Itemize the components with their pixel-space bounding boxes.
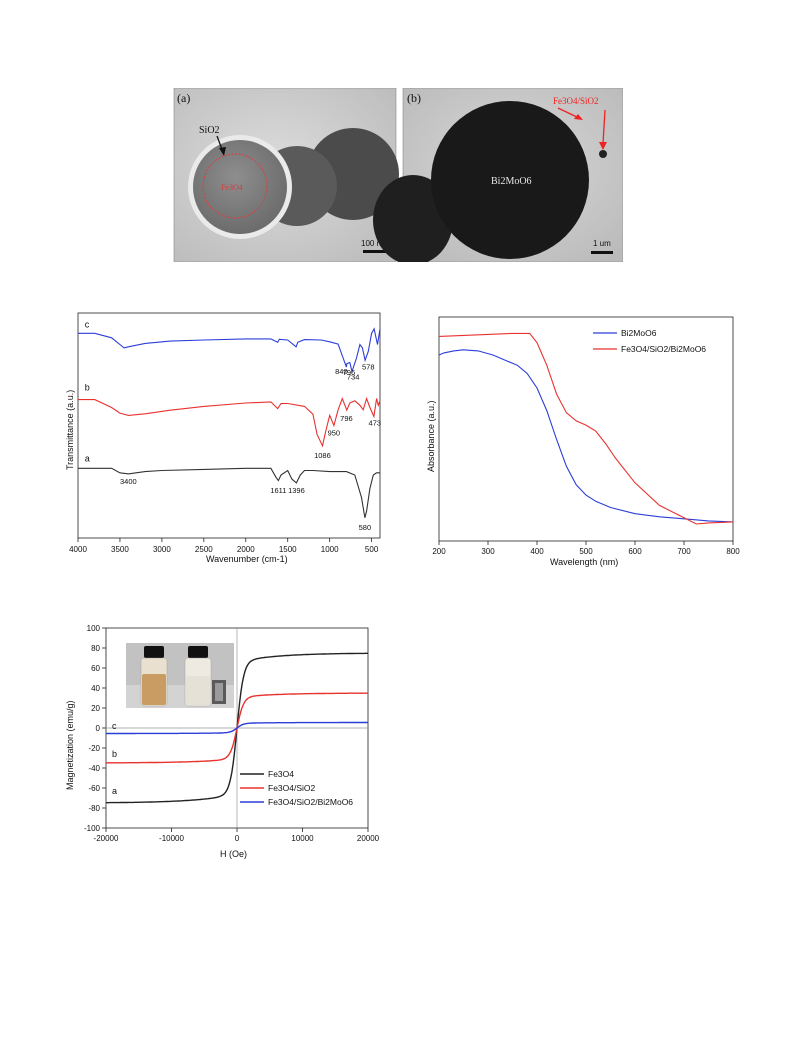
uvvis-series-1 [438,332,734,525]
tem-core-label: Fe3O4 [221,183,243,192]
mag-y-axis-label: Magnetization (emu/g) [65,700,75,790]
mag-x-tick-label-0: -20000 [94,834,119,843]
uvvis-series-0 [438,349,734,523]
uvvis-legend: Bi2MoO6 Fe3O4/SiO2/Bi2MoO6 [593,328,706,354]
mag-y-tick-label-6: 20 [91,704,100,713]
ftir-annotation-6: 578 [362,362,375,371]
uvvis-chart: 200 300 400 500 600 700 800 Bi2MoO6 Fe3O4/SiO2… [426,316,740,567]
vial-photo-inset [126,643,234,708]
mag-curve-label-c: c [112,721,117,731]
ftir-x-tick-label-2: 3000 [153,545,171,554]
ftir-annotation-0: c [85,320,90,330]
tem-attach-arrow-1 [557,107,580,119]
ftir-annotation-7: 950 [328,429,341,438]
tem-scale-label-b: 1 um [593,239,611,248]
uvvis-x-tick-label-6: 800 [726,547,740,556]
magnetization-chart: -20000 -10000 0 10000 20000 -100 -80 -60 -40 -20 0… [65,624,380,859]
ftir-annotation-11: 3400 [120,477,137,486]
ftir-annotation-4: 796 [343,368,356,377]
tem-scale-bar-a [363,250,388,253]
ftir-plot-frame [77,312,381,539]
ftir-series-a [78,467,380,518]
tem-panel-b [373,88,623,262]
mag-y-tick-label-3: -40 [88,764,100,773]
mag-legend-label-1: Fe3O4/SiO2 [268,783,316,793]
uvvis-legend-label-0: Bi2MoO6 [621,328,657,338]
ftir-x-tick-label-1: 3500 [111,545,129,554]
uvvis-legend-label-1: Fe3O4/SiO2/Bi2MoO6 [621,344,706,354]
ftir-x-tick-label-6: 1000 [321,545,339,554]
uvvis-x-tick-label-4: 600 [628,547,642,556]
mag-x-tick-label-1: -10000 [159,834,184,843]
tem-shell-label: SiO2 [199,125,220,136]
ftir-y-axis-label: Transmittance (a.u.) [65,390,75,470]
mag-curve-label-b: b [112,749,117,759]
ftir-annotation-9: 473 [369,419,382,428]
mag-y-tick-label-5: 0 [96,724,101,733]
mag-y-tick-label-8: 60 [91,664,100,673]
mag-y-tick-label-4: -20 [88,744,100,753]
mag-y-tick-label-7: 40 [91,684,100,693]
ftir-series-b [78,396,381,448]
tem-panel-a [173,88,399,262]
ftir-x-tick-label-3: 2500 [195,545,213,554]
mag-x-tick-label-4: 20000 [357,834,380,843]
ftir-x-tick-label-7: 500 [365,545,379,554]
mag-y-tick-label-1: -80 [88,804,100,813]
tem-scale-bar-b [591,251,613,254]
uvvis-y-axis-label: Absorbance (a.u.) [426,400,436,472]
ftir-annotation-5: 734 [347,372,360,381]
ftir-x-tick-label-4: 2000 [237,545,255,554]
ftir-annotation-1: b [85,383,90,393]
uvvis-x-axis-label: Wavelength (nm) [550,557,618,567]
uvvis-x-tick-label-1: 300 [481,547,495,556]
uvvis-x-tick-label-3: 500 [579,547,593,556]
tem-panel-a-label: (a) [177,91,190,105]
uvvis-x-tick-label-0: 200 [432,547,446,556]
vial-left-suspension [142,674,166,705]
ftir-annotation-8: 796 [340,414,353,423]
ftir-chart: 4000 3500 3000 2500 2000 1500 1000 500 cba84079… [65,312,382,564]
tem-core-outline [202,153,268,219]
ftir-annotation-14: 580 [359,523,372,532]
mag-y-tick-label-10: 100 [87,624,101,633]
ftir-series-c [78,327,381,374]
vial-cap-right [188,646,208,658]
mag-x-axis-label: H (Oe) [220,849,247,859]
uvvis-x-tick-label-2: 400 [530,547,544,556]
uvvis-x-tick-label-5: 700 [677,547,691,556]
mag-y-tick-label-2: -60 [88,784,100,793]
tem-scale-label-a: 100 nm [361,239,388,248]
ftir-annotation-10: 1086 [314,451,331,460]
tem-attach-arrow-2 [602,109,606,145]
mag-y-tick-label-9: 80 [91,644,100,653]
ftir-annotation-13: 1396 [288,486,305,495]
ftir-x-axis-label: Wavenumber (cm-1) [206,554,288,564]
mag-legend-label-0: Fe3O4 [268,769,294,779]
vial-right-liquid [186,676,210,705]
mag-curve-label-a: a [112,786,117,796]
tem-panel-b-label: (b) [407,91,421,105]
tem-attach-label: Fe3O4/SiO2 [553,96,599,106]
mag-legend-label-2: Fe3O4/SiO2/Bi2MoO6 [268,797,353,807]
tem-core-sphere [193,140,287,234]
tem-particle-label: Bi2MoO6 [491,176,532,187]
tem-figure: (a) SiO2 Fe3O4 100 nm (b) Fe3O4/SiO2 Bi2… [173,88,623,262]
mag-series-2 [106,721,368,735]
tem-attached-particle [599,150,607,158]
ftir-x-tick-label-0: 4000 [69,545,87,554]
vial-cap-left [144,646,164,658]
mag-x-tick-label-2: 0 [235,834,240,843]
mag-y-tick-label-0: -100 [84,824,101,833]
mag-legend: Fe3O4 Fe3O4/SiO2 Fe3O4/SiO2/Bi2MoO6 [240,769,353,807]
ftir-annotation-2: a [85,454,90,464]
ftir-annotation-3: 840 [335,367,348,376]
tem-bi-particle [431,101,589,259]
ftir-x-tick-label-5: 1500 [279,545,297,554]
mag-x-tick-label-3: 10000 [291,834,314,843]
ftir-annotation-12: 1611 [270,486,286,495]
